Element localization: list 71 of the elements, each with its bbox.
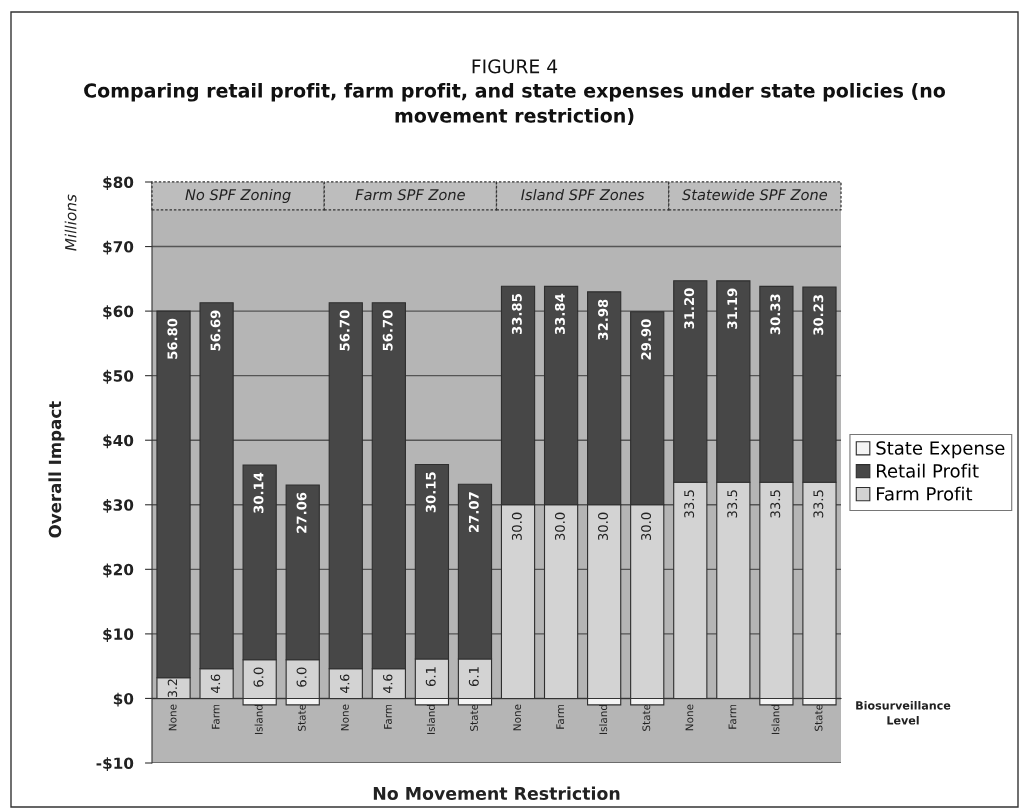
data-label: 30.14 [253, 472, 264, 513]
x-axis-title: No Movement Restriction [373, 786, 620, 800]
data-label: 6.0 [296, 667, 307, 687]
annotation: Island SPF Zones [521, 188, 645, 201]
data-label: 56.69 [210, 310, 221, 351]
data-label: 33.85 [511, 294, 522, 335]
data-label: 56.80 [167, 318, 178, 359]
y-tick-label: $50 [103, 369, 134, 384]
data-label: 33.5 [727, 490, 738, 518]
y-tick-label: $60 [103, 305, 134, 320]
x-tick-label: None [341, 704, 349, 731]
legend-label: State Expense [876, 441, 1005, 459]
data-label: 30.0 [511, 512, 522, 541]
x-tick-label: None [168, 704, 177, 731]
chart-title: Comparing retail profit, farm profit, and state expenses under state policies (no movement restriction) [84, 83, 946, 126]
legend-label: Farm Profit [877, 486, 973, 501]
data-label: 33.84 [554, 293, 565, 335]
y-tick-label: $70 [103, 240, 134, 255]
data-label: 30.0 [598, 512, 608, 541]
annotation: No SPF Zoning [185, 188, 291, 203]
data-label: 6.1 [425, 667, 436, 687]
data-label: 30.0 [554, 512, 565, 541]
x-tick-label: Island [254, 704, 263, 734]
y-axis-title: Overall Impact [48, 401, 65, 538]
data-label: 30.15 [425, 472, 436, 513]
data-label: 4.6 [339, 674, 350, 693]
data-label: 27.06 [296, 492, 307, 533]
y-tick-label: $0 [113, 692, 134, 707]
data-label: 30.0 [641, 512, 652, 541]
data-label: 6.1 [468, 667, 479, 687]
y-tick-label: $30 [103, 498, 134, 513]
x-tick-label: Farm [211, 704, 220, 729]
text: Millions [64, 194, 77, 251]
data-label: 4.6 [210, 674, 221, 693]
data-label: 31.20 [684, 288, 695, 329]
y-tick-label: $80 [103, 176, 134, 191]
y-tick-label: -$10 [96, 757, 134, 772]
x-tick-label: None [513, 704, 522, 731]
y-tick-label: $40 [103, 434, 134, 449]
data-label: 6.0 [253, 667, 264, 687]
annotation: Farm SPF Zone [355, 189, 465, 201]
x-tick-label: State [297, 704, 306, 731]
x-tick-label: State [814, 704, 823, 731]
data-label: 33.5 [813, 490, 824, 518]
data-label: 56.70 [339, 310, 350, 351]
x-tick-label: Island [599, 704, 608, 734]
text: Biosurveillance Level [856, 701, 951, 725]
data-label: 56.70 [382, 310, 393, 351]
data-label: 30.23 [813, 295, 824, 335]
data-label: 33.5 [684, 490, 695, 518]
x-tick-label: Farm [384, 704, 392, 729]
x-tick-label: Island [771, 704, 780, 734]
y-tick-label: $10 [103, 628, 134, 642]
chart-subtitle: FIGURE 4 [472, 59, 558, 74]
data-label: 27.07 [468, 492, 479, 532]
y-tick-label: $20 [103, 563, 134, 578]
x-tick-label: Farm [728, 704, 737, 729]
annotation: Statewide SPF Zone [682, 188, 828, 201]
data-label: 4.6 [383, 674, 393, 693]
data-label: 3.2 [167, 679, 178, 698]
legend-label: Retail Profit [877, 463, 979, 478]
data-label: 30.33 [770, 294, 781, 335]
data-label: 32.98 [598, 299, 608, 340]
x-tick-label: Island [426, 704, 435, 734]
data-label: 33.5 [770, 490, 781, 518]
x-tick-label: State [642, 704, 651, 731]
data-label: 29.90 [641, 319, 652, 360]
x-tick-label: Farm [556, 704, 565, 729]
x-tick-label: None [685, 704, 694, 731]
data-label: 31.19 [727, 288, 738, 329]
x-tick-label: State [470, 704, 478, 731]
